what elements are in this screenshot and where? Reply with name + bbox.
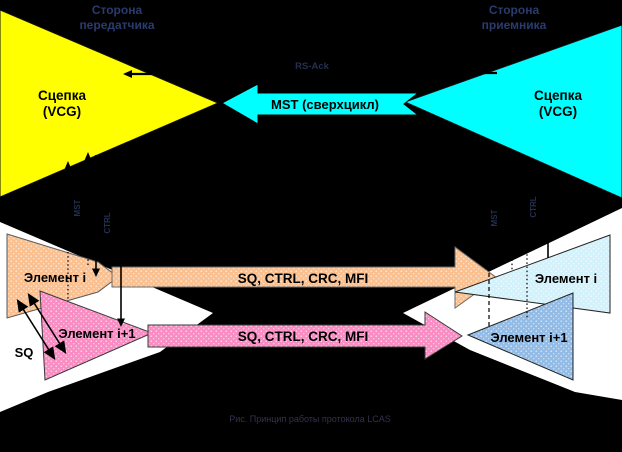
rx-element-i-label: Элемент i	[535, 271, 597, 286]
vcg-receiver-triangle	[403, 24, 622, 199]
figure-caption: Рис. Принцип работы протокола LCAS	[229, 414, 390, 424]
flow-label-element-i: SQ, CTRL, CRC, MFI	[238, 271, 369, 286]
mst-return-arrow	[220, 83, 420, 125]
receiver-side-title-line1: Сторона	[489, 3, 540, 17]
sq-exchange-arrows	[16, 292, 67, 361]
rx-vertical-label-right: CTRL	[529, 196, 538, 217]
rx-element-i1-label: Элемент i+1	[490, 330, 567, 345]
rx-vertical-connectors	[485, 139, 552, 328]
sq-exchange-label: SQ	[15, 345, 34, 360]
tx-vertical-connectors	[64, 145, 125, 327]
receiver-side-title-line2: приемника	[482, 18, 547, 32]
small-left-arrow-on-yellow-icon	[123, 70, 152, 78]
flow-label-element-i1: SQ, CTRL, CRC, MFI	[238, 329, 369, 344]
transmitter-side-title-line2: передатчика	[79, 18, 154, 32]
vcg-receiver-label-line1: Сцепка	[534, 88, 582, 103]
rx-vertical-label-left: MST	[490, 209, 499, 226]
vcg-transmitter-label-line1: Сцепка	[38, 88, 86, 103]
small-left-arrow-on-cyan-icon	[466, 69, 497, 77]
tx-vertical-label-down: CTRL	[103, 212, 112, 233]
vcg-receiver-label-line2: (VCG)	[539, 104, 577, 119]
tx-vertical-label-up: MST	[73, 199, 82, 216]
rs-ack-note: RS-Ack	[295, 61, 330, 72]
vcg-transmitter-triangle	[0, 9, 220, 198]
rx-element-i1-shape	[466, 292, 574, 381]
transmitter-side-title-line1: Сторона	[92, 3, 143, 17]
tx-element-i1-label: Элемент i+1	[58, 326, 135, 341]
flow-arrow-element-i1	[147, 311, 463, 360]
tx-element-i-label: Элемент i	[24, 270, 86, 285]
vcg-transmitter-label-line2: (VCG)	[43, 104, 81, 119]
mst-arrow-label: MST (сверхцикл)	[271, 97, 379, 112]
